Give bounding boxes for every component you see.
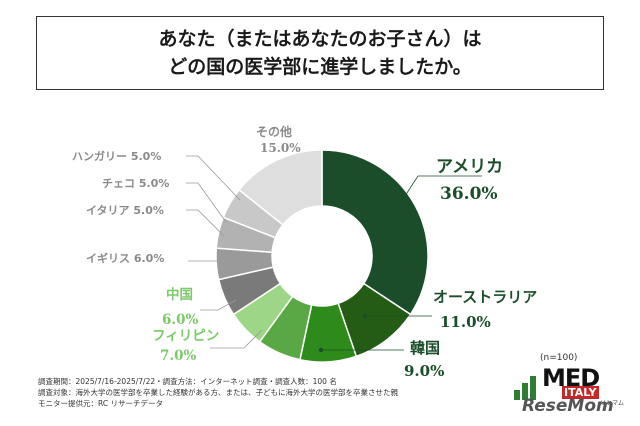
leader-dot-2: [318, 347, 324, 353]
slice-value-0: 36.0%: [440, 184, 498, 204]
slice-value-4: 6.0%: [162, 312, 198, 328]
slice-name-9: その他: [256, 124, 292, 139]
leader-line-4: [200, 299, 237, 311]
slice-name-1: オーストラリア: [433, 288, 537, 306]
leader-line-3: [210, 329, 263, 349]
footnote-target: 調査対象：海外大学の医学部を卒業した経験がある方、または、子どもに海外大学の医学…: [38, 388, 398, 397]
slice-name-3: フィリピン: [152, 328, 219, 344]
slice-value-1: 11.0%: [440, 313, 491, 331]
labels-group: アメリカ 36.0% オーストラリア 11.0%韓国 9.0% フィリピン 7.0% 中国 6.…: [72, 124, 537, 380]
footnote-period: 調査期間：2025/7/16-2025/7/22・調査方法：インターネット調査・…: [38, 377, 337, 386]
slice-label-7: チェコ 5.0%: [102, 177, 169, 190]
slice-value-9: 15.0%: [260, 141, 301, 155]
leader-dot-1: [362, 313, 368, 319]
slice-label-6: イタリア 5.0%: [86, 204, 164, 217]
slice-value-2: 9.0%: [404, 362, 444, 380]
leader-line-8: [186, 155, 241, 201]
logo-italy-text: ITALY: [562, 386, 599, 399]
slice-name-4: 中国: [166, 286, 193, 303]
slices-group: [215, 149, 429, 363]
title-line-2: どの国の医学部に進学しましたか。: [168, 56, 472, 78]
slice-label-8: ハンガリー 5.0%: [72, 149, 161, 163]
leader-line-0: [404, 175, 482, 197]
leader-line-6: [186, 209, 225, 237]
logo-resemom-text: ReseMom: [522, 396, 614, 416]
footnote-provider: モニター提供元：RC リサーチデータ: [38, 399, 163, 408]
logo-resemom-kana: リセマム: [600, 400, 625, 407]
slice-0: [321, 149, 429, 316]
slice-name-0: アメリカ: [436, 157, 503, 177]
title-box: あなた（またはあなたのお子さん）は どの国の医学部に進学しましたか。: [36, 16, 604, 90]
slice-9: [238, 149, 323, 226]
slice-name-2: 韓国: [410, 339, 440, 357]
slice-value-3: 7.0%: [160, 348, 196, 364]
logo-bars-icon: [514, 374, 540, 400]
leader-line-7: [186, 182, 227, 223]
sample-size-label: (n=100): [540, 353, 578, 363]
slice-label-5: イギリス 6.0%: [86, 251, 164, 265]
title-line-1: あなた（またはあなたのお子さん）は: [158, 28, 482, 50]
leader-lines-group: [186, 155, 482, 353]
logo: MED ITALY ReseMom リセマム: [508, 364, 628, 420]
